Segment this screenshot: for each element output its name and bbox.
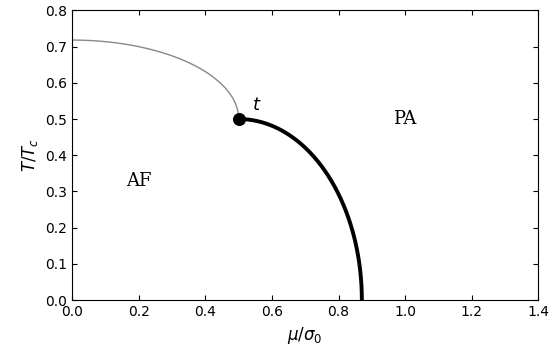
Point: [234, 116, 243, 122]
X-axis label: $\mu/\sigma_0$: $\mu/\sigma_0$: [287, 325, 323, 345]
Text: $t$: $t$: [252, 96, 261, 114]
Y-axis label: $T/T_c$: $T/T_c$: [20, 138, 40, 172]
Text: PA: PA: [393, 110, 417, 128]
Text: AF: AF: [126, 171, 152, 190]
